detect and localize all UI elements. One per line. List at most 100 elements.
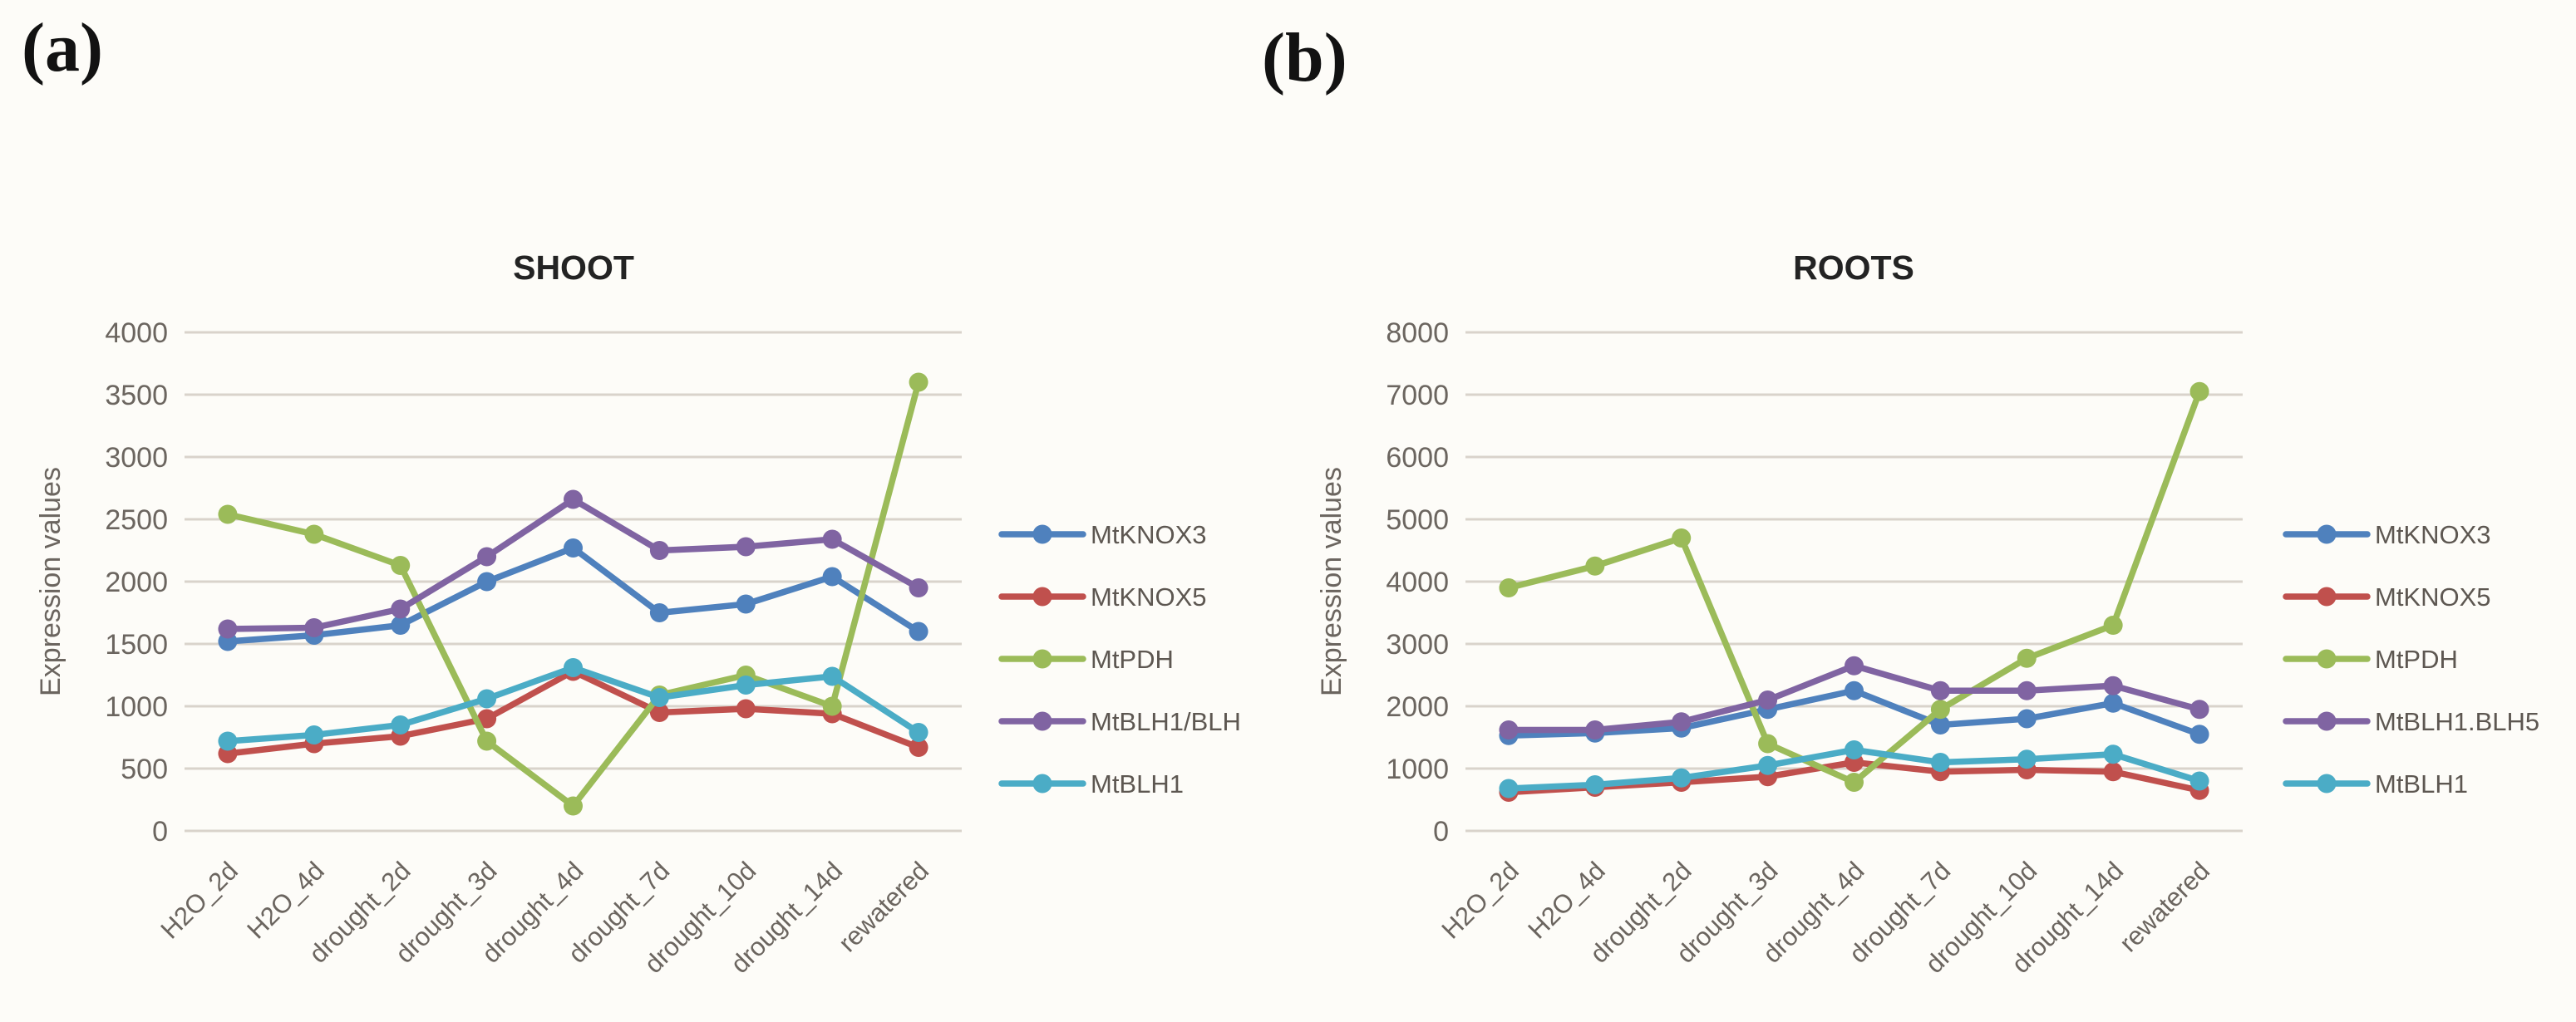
data-point-MtBLH1.BLH5 bbox=[2103, 676, 2123, 695]
x-category-label: H2O_2d bbox=[1436, 856, 1524, 944]
data-point-MtBLH1/BLH bbox=[909, 578, 928, 597]
data-point-MtKNOX3 bbox=[649, 603, 669, 622]
y-tick-label: 1000 bbox=[1386, 754, 1449, 785]
data-point-MtBLH1/BLH bbox=[391, 599, 411, 619]
legend-marker-icon bbox=[2317, 774, 2337, 794]
y-tick-label: 0 bbox=[1433, 816, 1449, 848]
data-point-MtBLH1 bbox=[1499, 779, 1519, 798]
data-point-MtBLH1 bbox=[1758, 755, 1778, 775]
y-tick-label: 2000 bbox=[105, 567, 168, 598]
x-category-label: rewatered bbox=[2114, 856, 2215, 957]
data-point-MtBLH1 bbox=[218, 731, 238, 751]
data-point-MtBLH1.BLH5 bbox=[2189, 700, 2209, 720]
legend-label: MtKNOX5 bbox=[1091, 582, 1207, 612]
data-point-MtKNOX5 bbox=[649, 703, 669, 722]
legend-item-MtPDH: MtPDH bbox=[2283, 645, 2458, 674]
data-point-MtBLH1 bbox=[304, 725, 324, 744]
data-point-MtKNOX3 bbox=[822, 567, 842, 587]
legend-marker-icon bbox=[2317, 711, 2337, 731]
legend-item-MtKNOX3: MtKNOX3 bbox=[2283, 520, 2491, 549]
data-point-MtPDH bbox=[391, 556, 411, 575]
legend-marker-icon bbox=[2317, 524, 2337, 544]
legend-item-MtKNOX3: MtKNOX3 bbox=[998, 520, 1207, 549]
y-tick-label: 7000 bbox=[1386, 380, 1449, 411]
data-point-MtPDH bbox=[564, 796, 583, 816]
data-point-MtPDH bbox=[1930, 700, 1950, 720]
data-point-MtBLH1 bbox=[477, 689, 497, 709]
panel-label-b: (b) bbox=[1262, 19, 1347, 96]
data-point-MtPDH bbox=[822, 696, 842, 716]
y-tick-label: 1500 bbox=[105, 629, 168, 661]
data-point-MtBLH1 bbox=[1672, 768, 1692, 788]
roots-chart-title: ROOTS bbox=[1793, 248, 1914, 287]
data-point-MtPDH bbox=[477, 731, 497, 751]
legend-item-MtBLH1: MtBLH1 bbox=[2283, 769, 2468, 798]
data-point-MtBLH1/BLH bbox=[822, 529, 842, 549]
data-point-MtKNOX3 bbox=[2017, 709, 2037, 729]
data-point-MtBLH1 bbox=[1930, 753, 1950, 772]
y-tick-label: 2000 bbox=[1386, 691, 1449, 723]
legend-marker-icon bbox=[2317, 649, 2337, 669]
data-point-MtBLH1/BLH bbox=[477, 547, 497, 567]
data-point-MtBLH1.BLH5 bbox=[2017, 681, 2037, 700]
data-point-MtKNOX5 bbox=[909, 738, 928, 757]
y-tick-label: 3000 bbox=[105, 442, 168, 474]
data-point-MtBLH1.BLH5 bbox=[1758, 690, 1778, 710]
data-point-MtBLH1 bbox=[909, 723, 928, 742]
legend-item-MtKNOX5: MtKNOX5 bbox=[2283, 582, 2491, 612]
legend-item-MtBLH1.BLH5: MtBLH1.BLH5 bbox=[2283, 707, 2539, 736]
data-point-MtBLH1.BLH5 bbox=[1845, 656, 1864, 676]
data-point-MtPDH bbox=[909, 372, 928, 392]
data-point-MtKNOX5 bbox=[736, 699, 756, 719]
y-tick-label: 500 bbox=[121, 754, 168, 785]
x-category-label: H2O_4d bbox=[1522, 856, 1610, 944]
shoot-y-axis-title: Expression values bbox=[35, 467, 66, 696]
y-tick-label: 0 bbox=[152, 816, 168, 848]
data-point-MtBLH1.BLH5 bbox=[1499, 720, 1519, 739]
data-point-MtPDH bbox=[304, 524, 324, 544]
data-point-MtBLH1 bbox=[822, 666, 842, 686]
data-point-MtBLH1.BLH5 bbox=[1930, 681, 1950, 700]
roots-y-axis-title: Expression values bbox=[1316, 467, 1347, 696]
data-point-MtKNOX3 bbox=[477, 572, 497, 592]
data-point-MtBLH1/BLH bbox=[564, 489, 583, 509]
legend-label: MtBLH1 bbox=[1091, 769, 1184, 798]
legend-label: MtKNOX3 bbox=[2375, 520, 2491, 549]
data-point-MtBLH1 bbox=[2103, 744, 2123, 764]
data-point-MtKNOX3 bbox=[2189, 725, 2209, 744]
legend-item-MtBLH1: MtBLH1 bbox=[998, 769, 1184, 798]
data-point-MtBLH1/BLH bbox=[218, 619, 238, 639]
legend-label: MtBLH1/BLH bbox=[1091, 707, 1241, 736]
data-point-MtBLH1 bbox=[391, 715, 411, 735]
data-point-MtPDH bbox=[2103, 616, 2123, 635]
legend-label: MtPDH bbox=[1091, 645, 1174, 674]
legend-item-MtBLH1/BLH: MtBLH1/BLH bbox=[998, 707, 1241, 736]
y-tick-label: 3000 bbox=[1386, 629, 1449, 661]
data-point-MtPDH bbox=[1672, 528, 1692, 548]
data-point-MtBLH1 bbox=[1585, 775, 1605, 794]
legend-marker-icon bbox=[1032, 711, 1052, 731]
legend-marker-icon bbox=[2317, 587, 2337, 607]
y-tick-label: 4000 bbox=[1386, 567, 1449, 598]
data-point-MtPDH bbox=[2189, 381, 2209, 401]
data-point-MtKNOX3 bbox=[2103, 693, 2123, 713]
data-point-MtKNOX3 bbox=[564, 538, 583, 558]
legend-label: MtBLH1.BLH5 bbox=[2375, 707, 2539, 736]
roots-plot-area: 0 1000 2000 3000 4000 5000 6000 7000 8000 H2O_2dH… bbox=[1386, 317, 2539, 979]
data-point-MtPDH bbox=[218, 504, 238, 524]
legend-marker-icon bbox=[1032, 774, 1052, 794]
data-point-MtBLH1 bbox=[2017, 749, 2037, 769]
legend-marker-icon bbox=[1032, 587, 1052, 607]
legend-marker-icon bbox=[1032, 649, 1052, 669]
data-point-MtKNOX5 bbox=[477, 709, 497, 729]
data-point-MtBLH1 bbox=[736, 676, 756, 695]
legend-item-MtPDH: MtPDH bbox=[998, 645, 1174, 674]
legend-label: MtBLH1 bbox=[2375, 769, 2468, 798]
y-tick-label: 8000 bbox=[1386, 317, 1449, 349]
y-tick-label: 1000 bbox=[105, 691, 168, 723]
data-point-MtBLH1.BLH5 bbox=[1672, 712, 1692, 732]
y-tick-label: 2500 bbox=[105, 504, 168, 536]
data-point-MtPDH bbox=[1845, 773, 1864, 792]
data-point-MtKNOX3 bbox=[909, 622, 928, 641]
data-point-MtPDH bbox=[1585, 556, 1605, 576]
